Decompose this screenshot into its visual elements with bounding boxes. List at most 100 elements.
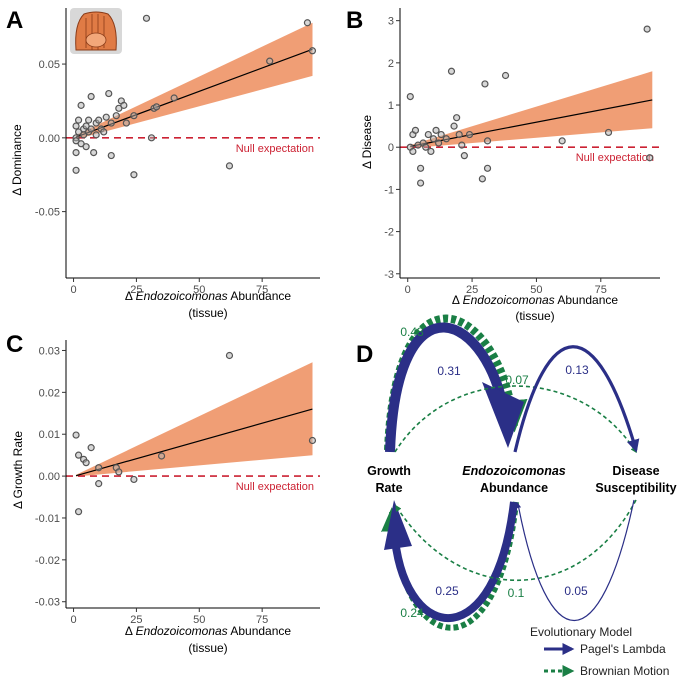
node-growth-line2: Rate [375,481,402,495]
data-point-b [435,139,443,147]
data-point-a [87,92,95,101]
data-point-c [72,431,80,439]
edge-label-brown-endo-growth: 0.24 [400,606,424,620]
data-point-a [72,148,80,157]
edge-label-pagel-growth-endo: 0.31 [437,364,461,378]
panel-b: B Δ Disease Δ Endozoicomonas Abundance (… [346,7,660,323]
x-tick-label-b: 25 [466,284,478,296]
edge-label-pagel-disease-endo: 0.05 [564,584,588,598]
data-point-b [460,152,468,160]
data-point-b [465,130,474,139]
x-tick-label-a: 50 [193,284,205,296]
null-label-a: Null expectation [236,143,314,155]
data-point-a [112,112,120,120]
data-point-a [90,148,98,157]
data-point-b [450,122,458,130]
data-point-a [102,113,110,121]
data-point-b [646,154,654,162]
node-disease-line1: Disease [612,464,659,478]
data-point-b [409,147,417,156]
fit-line-b [410,99,653,147]
x-tick-label-b: 50 [530,284,542,296]
y-tick-label-c: -0.02 [35,555,60,567]
x-axis-label-a: Δ Endozoicomonas Abundance [125,289,291,303]
panel-d: D Growth Rate Endozoicomonas Abundance D… [356,314,677,678]
x-axis-label-b: Δ Endozoicomonas Abundance [452,293,618,307]
data-point-b [427,147,435,156]
data-point-b [442,135,450,143]
edge-label-brown-growth-endo: 0.43 [400,325,424,339]
data-point-a [85,116,93,124]
data-point-b [416,179,425,187]
data-point-a [105,89,113,98]
data-point-c [157,452,166,460]
edge-label-brown-disease-growth: 0.1 [508,586,525,600]
data-point-c [308,436,317,445]
data-point-c [225,351,234,360]
data-point-c [74,451,83,459]
confidence-band-b [410,71,653,149]
x-tick-label-c: 75 [256,614,268,626]
y-axis-label-b: Δ Disease [360,115,374,169]
confidence-band-a [76,22,313,140]
confidence-band-c [76,362,313,477]
panel-label-b: B [346,7,363,34]
node-endo-line2: Abundance [480,481,548,495]
data-point-a [72,122,80,130]
data-point-a [72,166,80,174]
y-tick-label-a: 0.05 [39,59,60,71]
y-tick-label-b: -3 [384,269,394,281]
data-point-a [122,119,130,127]
edge-label-pagel-endo-disease: 0.13 [565,363,589,377]
panel-label-a: A [6,7,23,34]
brownian-edge-endo-to-growth [381,501,519,631]
data-point-b [406,92,414,101]
data-point-a [92,131,100,139]
node-endo-line1: Endozoicomonas [462,464,566,478]
data-point-b [501,71,510,80]
x-axis-label-c: Δ Endozoicomonas Abundance [125,624,291,638]
fit-line-a [75,48,313,138]
data-point-b [458,141,466,149]
data-point-b [481,80,489,88]
data-point-b [437,130,445,139]
data-point-c [115,468,123,476]
data-point-b [416,164,425,172]
data-point-a [100,128,108,136]
null-label-b: Null expectation [576,152,654,164]
panel-c: C Δ Growth Rate Δ Endozoicomonas Abundan… [6,331,320,655]
panel-label-c: C [6,331,23,358]
data-point-a [120,101,128,109]
y-tick-label-c: -0.01 [35,513,60,525]
data-point-a [87,125,95,133]
data-point-c [74,508,83,516]
data-point-a [130,112,138,120]
data-point-b [478,175,486,183]
data-point-a [82,143,90,151]
data-point-b [411,126,420,134]
x-axis-label-c-line2: (tissue) [188,641,227,655]
x-tick-label-a: 25 [130,284,142,296]
y-tick-label-b: 0 [388,142,394,154]
data-point-c [82,459,90,467]
data-point-a [303,19,312,27]
y-tick-label-c: -0.03 [35,597,60,609]
y-tick-label-b: -2 [384,227,394,239]
data-point-b [558,137,566,145]
x-tick-label-c: 50 [193,614,205,626]
data-point-c [130,475,138,484]
data-point-a [152,103,161,111]
data-point-a [77,101,85,109]
x-tick-label-c: 25 [130,614,142,626]
panel-label-d: D [356,341,373,368]
y-tick-label-b: 3 [388,16,394,28]
data-point-a [107,151,115,160]
data-point-b [483,164,492,172]
y-tick-label-b: 2 [388,58,394,70]
pagel-arrowhead-endo-to-growth [384,500,412,550]
data-point-b [422,143,430,151]
node-disease-line2: Susceptibility [595,481,676,495]
data-point-c [95,480,103,488]
x-tick-label-b: 0 [405,284,411,296]
data-point-a [308,47,317,55]
